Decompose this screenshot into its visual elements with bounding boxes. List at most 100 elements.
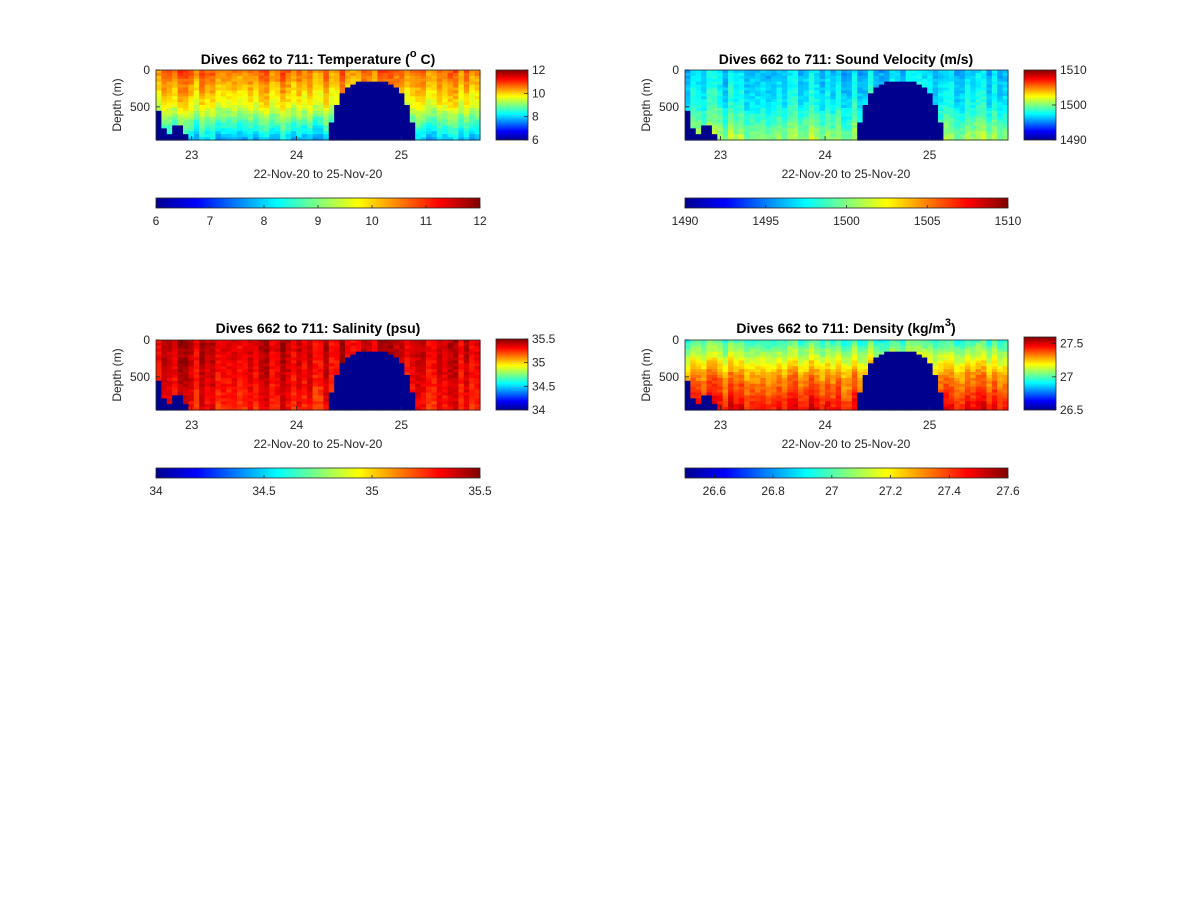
heatmap-cell xyxy=(399,78,405,83)
heatmap-cell xyxy=(247,105,254,109)
heatmap-cell xyxy=(442,78,449,83)
heatmap-cell xyxy=(781,404,788,408)
heatmap-cell xyxy=(954,70,961,74)
heatmap-cell xyxy=(166,363,173,367)
heatmap-cell xyxy=(728,107,735,112)
heatmap-cell xyxy=(685,401,691,405)
heatmap-cell xyxy=(215,90,222,94)
heatmap-cell xyxy=(199,383,206,388)
heatmap-cell xyxy=(991,131,998,135)
heatmap-cell xyxy=(695,386,702,391)
heatmap-cell xyxy=(706,72,713,77)
heatmap-cell xyxy=(280,351,287,356)
heatmap-cell xyxy=(382,404,389,408)
heatmap-cell xyxy=(377,70,384,74)
heatmap-cell xyxy=(738,401,745,405)
heatmap-cell xyxy=(436,395,443,399)
heatmap-cell xyxy=(215,392,222,397)
heatmap-cell xyxy=(372,122,378,127)
heatmap-cell xyxy=(161,369,168,373)
heatmap-cell xyxy=(388,81,395,86)
heatmap-cell xyxy=(334,366,341,370)
heatmap-cell xyxy=(744,96,751,100)
heatmap-cell xyxy=(426,386,432,391)
heatmap-cell xyxy=(382,342,389,347)
heatmap-cell xyxy=(463,113,470,118)
heatmap-cell xyxy=(463,366,470,370)
heatmap-cell xyxy=(819,84,826,89)
heatmap-cell xyxy=(404,122,411,127)
heatmap-cell xyxy=(280,119,287,124)
heatmap-cell xyxy=(372,90,378,94)
heatmap-cell xyxy=(728,342,735,347)
heatmap-cell xyxy=(345,93,351,97)
heatmap-cell xyxy=(420,72,427,77)
heatmap-cell xyxy=(393,93,400,97)
heatmap-cell xyxy=(291,70,297,74)
heatmap-cell xyxy=(226,395,233,399)
heatmap-cell xyxy=(399,369,405,373)
heatmap-cell xyxy=(156,366,162,370)
heatmap-cell xyxy=(420,363,427,367)
heatmap-cell xyxy=(781,99,788,103)
heatmap-cell xyxy=(415,342,422,347)
heatmap-cell xyxy=(938,134,944,138)
heatmap-cell xyxy=(307,87,314,92)
heatmap-cell xyxy=(749,99,756,103)
heatmap-cell xyxy=(237,401,243,405)
heatmap-cell xyxy=(798,360,805,364)
heatmap-cell xyxy=(253,96,260,100)
heatmap-cell xyxy=(377,87,384,92)
heatmap-cell xyxy=(269,128,276,132)
heatmap-cell xyxy=(889,116,896,121)
heatmap-cell xyxy=(166,102,173,106)
heatmap-cell xyxy=(280,110,287,115)
heatmap-cell xyxy=(835,90,842,94)
heatmap-cell xyxy=(900,134,907,138)
heatmap-cell xyxy=(824,75,831,80)
heatmap-cell xyxy=(350,383,357,388)
heatmap-cell xyxy=(237,87,243,92)
heatmap-cell xyxy=(350,372,357,376)
heatmap-cell xyxy=(857,122,864,127)
heatmap-cell xyxy=(717,72,724,77)
heatmap-cell xyxy=(738,134,745,138)
temperature-xlabel: 22-Nov-20 to 25-Nov-20 xyxy=(254,167,383,181)
heatmap-cell xyxy=(792,87,799,92)
heatmap-cell xyxy=(377,363,384,367)
heatmap-cell xyxy=(193,372,200,376)
heatmap-cell xyxy=(161,125,168,129)
heatmap-cell xyxy=(253,75,260,80)
heatmap-cell xyxy=(997,93,1004,97)
heatmap-cell xyxy=(695,351,702,356)
heatmap-cell xyxy=(798,354,805,359)
heatmap-cell xyxy=(760,90,767,94)
heatmap-cell xyxy=(161,99,168,103)
heatmap-cell xyxy=(841,113,848,118)
heatmap-cell xyxy=(771,383,778,388)
heatmap-cell xyxy=(366,398,373,402)
heatmap-cell xyxy=(323,93,330,97)
heatmap-cell xyxy=(911,116,918,121)
heatmap-cell xyxy=(372,377,378,382)
heatmap-cell xyxy=(285,351,292,356)
heatmap-cell xyxy=(264,392,270,397)
heatmap-cell xyxy=(943,90,950,94)
heatmap-cell xyxy=(242,386,249,391)
heatmap-cell xyxy=(830,72,837,77)
heatmap-cell xyxy=(835,113,842,118)
heatmap-cell xyxy=(220,366,227,370)
heatmap-cell xyxy=(932,99,939,103)
heatmap-cell xyxy=(857,99,864,103)
heatmap-cell xyxy=(426,366,432,370)
heatmap-cell xyxy=(975,137,982,141)
heatmap-cell xyxy=(701,131,708,135)
heatmap-cell xyxy=(991,122,998,127)
heatmap-cell xyxy=(744,107,751,112)
heatmap-cell xyxy=(323,137,330,141)
heatmap-cell xyxy=(959,78,966,83)
y-tick-label: 0 xyxy=(143,63,150,77)
heatmap-cell xyxy=(738,351,745,356)
heatmap-cell xyxy=(210,395,216,399)
heatmap-cell xyxy=(765,102,772,106)
